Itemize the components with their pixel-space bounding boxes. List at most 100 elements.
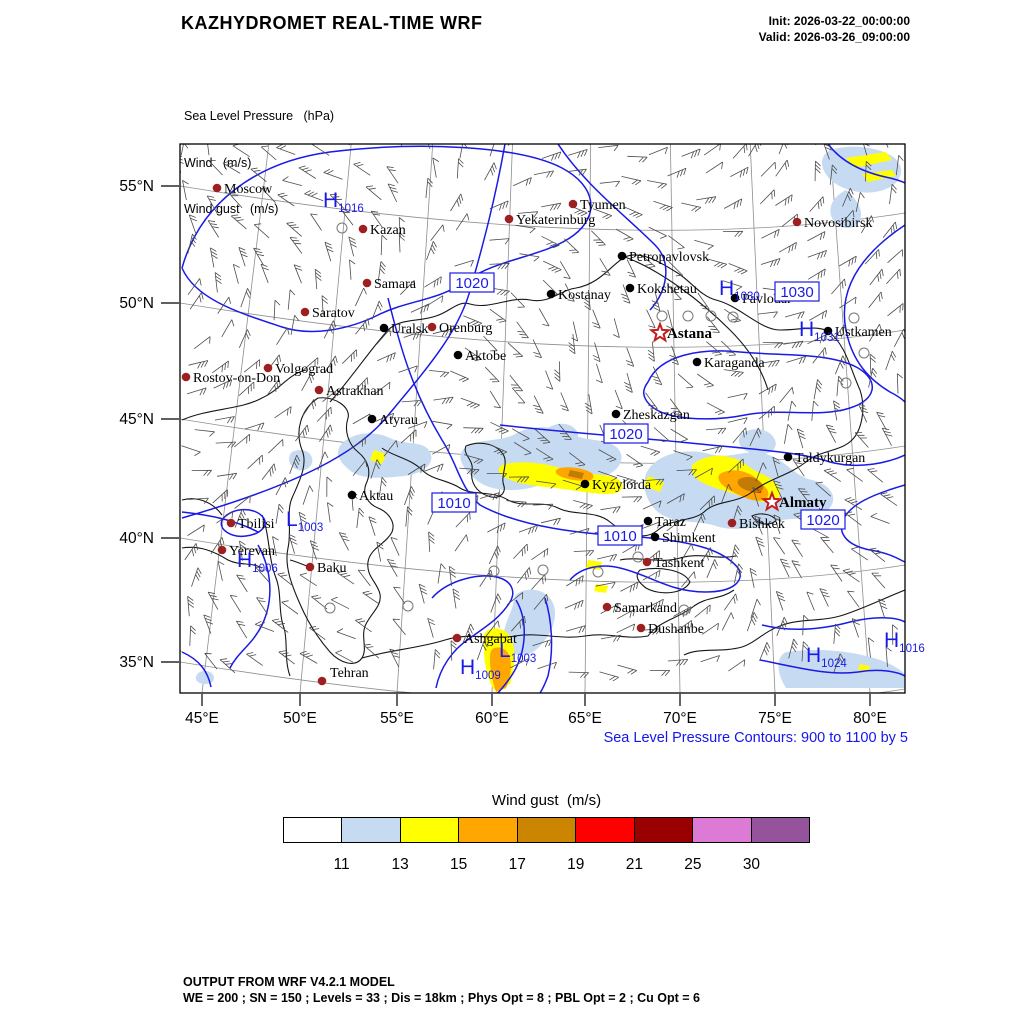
wind-barb [643, 550, 660, 564]
wind-barb [681, 148, 701, 159]
wind-barb [317, 451, 329, 471]
calm-circle [537, 564, 549, 576]
wind-barb [681, 202, 702, 212]
wind-barb [592, 342, 601, 363]
wind-barb [750, 598, 761, 619]
wind-barb [886, 268, 901, 285]
wind-barb [560, 392, 569, 412]
wind-barb [455, 512, 471, 528]
city-dot-icon [300, 307, 310, 317]
x-axis-label: 75°E [758, 710, 792, 727]
wind-barb [323, 168, 343, 180]
wind-barb [368, 516, 377, 536]
city-dot-icon [580, 479, 590, 489]
city-label: Aktau [359, 489, 393, 504]
gust-patch [370, 450, 386, 464]
wind-barb [282, 176, 303, 186]
calm-circle [592, 566, 604, 578]
wind-barb [696, 196, 717, 205]
wind-barb [240, 288, 252, 308]
city-dot-icon [305, 562, 315, 572]
wind-barb [855, 192, 865, 212]
wind-barb [278, 650, 295, 665]
wind-barb [885, 350, 897, 371]
wind-barb [759, 359, 780, 368]
gust-patch [498, 462, 623, 494]
wind-barb [680, 543, 694, 562]
wind-barb [676, 469, 697, 476]
city-taraz: Taraz [643, 515, 686, 530]
wind-barb [617, 664, 638, 675]
wind-barb [301, 373, 314, 391]
wind-barb [352, 459, 368, 476]
wind-barb [531, 548, 549, 561]
colorbar-segment [634, 818, 694, 842]
wind-barb [516, 321, 529, 339]
wind-barb [340, 208, 354, 226]
wind-barb [673, 606, 692, 618]
colorbar-ticks: 11 13 15 17 19 21 25 30 [283, 856, 810, 876]
wind-barb [616, 474, 637, 485]
wind-barb [426, 241, 437, 261]
wind-barb [212, 360, 229, 374]
wind-barb [427, 617, 436, 638]
wind-barb [867, 468, 884, 483]
wind-barb [293, 264, 303, 284]
pressure-center-h1031: H1031 [799, 318, 840, 344]
wind-barb [511, 428, 530, 442]
wind-barb [595, 582, 616, 589]
city-dot-icon [504, 214, 514, 224]
wind-barb [209, 247, 218, 268]
wind-barb [489, 144, 495, 157]
wind-barb [454, 259, 474, 267]
wind-barb [404, 486, 415, 506]
wind-barb [881, 427, 893, 446]
wind-barb [568, 452, 586, 467]
wind-barb [773, 514, 782, 535]
calm-circle [402, 600, 414, 612]
wind-barb [727, 393, 748, 400]
wind-barb [620, 284, 631, 304]
city-baku: Baku [305, 561, 347, 576]
pressure-contour [827, 144, 905, 184]
wind-barb [723, 369, 744, 378]
contour-label-text: 1020 [806, 512, 839, 529]
wind-barb [728, 659, 746, 672]
colorbar-tick-label: 17 [508, 856, 526, 873]
wind-barb [288, 534, 298, 554]
wind-barb [755, 536, 765, 557]
wind-barb [286, 222, 302, 237]
wind-barb [722, 230, 744, 237]
wind-barb [302, 357, 319, 371]
latitude-line [180, 537, 905, 583]
wind-barb [758, 405, 775, 420]
contour-label-box [603, 423, 649, 444]
wind-barb [376, 541, 384, 562]
country-border [619, 555, 737, 561]
wind-barb [485, 366, 500, 383]
wind-barb [806, 591, 815, 611]
wind-barb [752, 487, 760, 507]
axes: 55°N 50°N 45°N 40°N 35°N 45°E 50°E 55°E 60°E 65°E… [119, 178, 887, 727]
wind-barb [861, 215, 874, 234]
wind-barb [645, 392, 658, 410]
wind-barb [829, 164, 838, 185]
country-border [751, 513, 777, 525]
wind-barb [515, 224, 536, 234]
wind-barb [702, 446, 723, 454]
wind-barb [830, 564, 843, 582]
wind-barb [895, 155, 904, 176]
wind-barb [319, 424, 333, 442]
pressure-center-h1016: H1016 [323, 189, 364, 215]
wind-barb [355, 318, 370, 335]
wind-barb [757, 311, 778, 318]
wind-barb [779, 387, 794, 404]
wind-barb [337, 570, 355, 585]
wind-barb [562, 479, 583, 490]
wind-barb [387, 183, 399, 203]
wind-barb [489, 287, 510, 296]
wind-barb [868, 291, 883, 308]
city-samarkand: Samarkand [602, 601, 677, 616]
wind-barb [383, 440, 398, 457]
